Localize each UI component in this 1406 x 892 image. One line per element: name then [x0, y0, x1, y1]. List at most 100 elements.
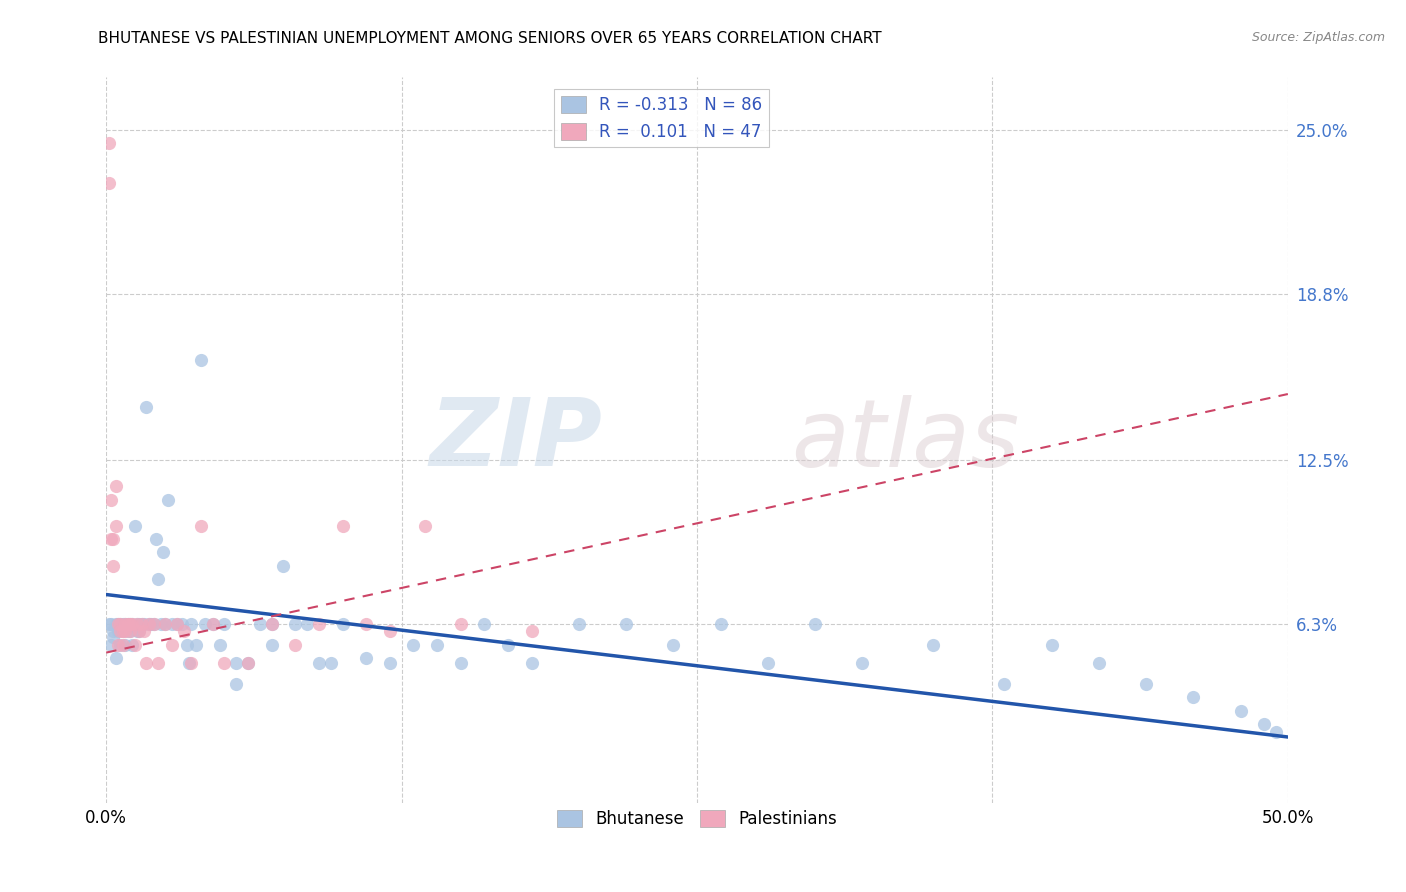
Point — [107, 616, 129, 631]
Point — [132, 616, 155, 631]
Point — [520, 656, 543, 670]
Point — [236, 656, 259, 670]
Point — [118, 616, 141, 631]
Point — [496, 638, 519, 652]
Point — [260, 616, 283, 631]
Point — [450, 616, 472, 631]
Point — [756, 656, 779, 670]
Point — [100, 616, 122, 631]
Point — [110, 638, 132, 652]
Point — [520, 624, 543, 639]
Point — [104, 651, 127, 665]
Point — [225, 677, 247, 691]
Point — [426, 638, 449, 652]
Point — [208, 638, 231, 652]
Text: BHUTANESE VS PALESTINIAN UNEMPLOYMENT AMONG SENIORS OVER 65 YEARS CORRELATION CH: BHUTANESE VS PALESTINIAN UNEMPLOYMENT AM… — [98, 31, 882, 46]
Point — [273, 558, 295, 573]
Point — [121, 638, 143, 652]
Point — [132, 624, 155, 639]
Point — [295, 616, 318, 631]
Point — [155, 616, 177, 631]
Point — [100, 492, 122, 507]
Point — [190, 519, 212, 533]
Point — [128, 616, 150, 631]
Point — [145, 532, 167, 546]
Point — [139, 616, 162, 631]
Point — [138, 616, 160, 631]
Point — [1135, 677, 1157, 691]
Point — [378, 656, 401, 670]
Point — [170, 616, 193, 631]
Point — [413, 519, 436, 533]
Point — [1253, 716, 1275, 731]
Point — [131, 616, 153, 631]
Point — [614, 616, 637, 631]
Point — [124, 638, 146, 652]
Point — [100, 532, 122, 546]
Point — [184, 638, 207, 652]
Point — [104, 616, 127, 631]
Point — [107, 638, 129, 652]
Point — [125, 624, 148, 639]
Point — [107, 616, 129, 631]
Point — [121, 616, 143, 631]
Point — [124, 519, 146, 533]
Point — [180, 616, 202, 631]
Point — [162, 616, 184, 631]
Point — [100, 638, 122, 652]
Point — [225, 656, 247, 670]
Point — [97, 616, 120, 631]
Point — [472, 616, 495, 631]
Point — [125, 616, 148, 631]
Point — [118, 624, 141, 639]
Point — [851, 656, 873, 670]
Point — [118, 616, 141, 631]
Point — [214, 656, 236, 670]
Point — [103, 624, 125, 639]
Point — [111, 624, 134, 639]
Point — [142, 616, 165, 631]
Point — [354, 616, 377, 631]
Point — [308, 616, 330, 631]
Point — [128, 624, 150, 639]
Point — [201, 616, 224, 631]
Point — [97, 136, 120, 151]
Point — [131, 616, 153, 631]
Text: ZIP: ZIP — [430, 394, 603, 486]
Point — [97, 176, 120, 190]
Point — [110, 624, 132, 639]
Point — [166, 616, 188, 631]
Point — [148, 656, 170, 670]
Point — [284, 638, 307, 652]
Legend: Bhutanese, Palestinians: Bhutanese, Palestinians — [550, 803, 844, 835]
Text: atlas: atlas — [792, 394, 1019, 486]
Point — [194, 616, 217, 631]
Point — [114, 616, 136, 631]
Point — [214, 616, 236, 631]
Point — [201, 616, 224, 631]
Point — [152, 545, 174, 559]
Point — [1182, 690, 1205, 705]
Point — [284, 616, 307, 631]
Point — [236, 656, 259, 670]
Point — [128, 624, 150, 639]
Point — [111, 616, 134, 631]
Point — [135, 401, 157, 415]
Point — [111, 638, 134, 652]
Point — [142, 616, 165, 631]
Point — [107, 624, 129, 639]
Point — [378, 624, 401, 639]
Point — [121, 616, 143, 631]
Point — [117, 616, 139, 631]
Point — [354, 651, 377, 665]
Point — [260, 638, 283, 652]
Point — [103, 558, 125, 573]
Point — [156, 492, 179, 507]
Point — [117, 616, 139, 631]
Point — [332, 519, 354, 533]
Point — [148, 572, 170, 586]
Point — [1229, 704, 1251, 718]
Point — [308, 656, 330, 670]
Point — [249, 616, 271, 631]
Point — [149, 616, 172, 631]
